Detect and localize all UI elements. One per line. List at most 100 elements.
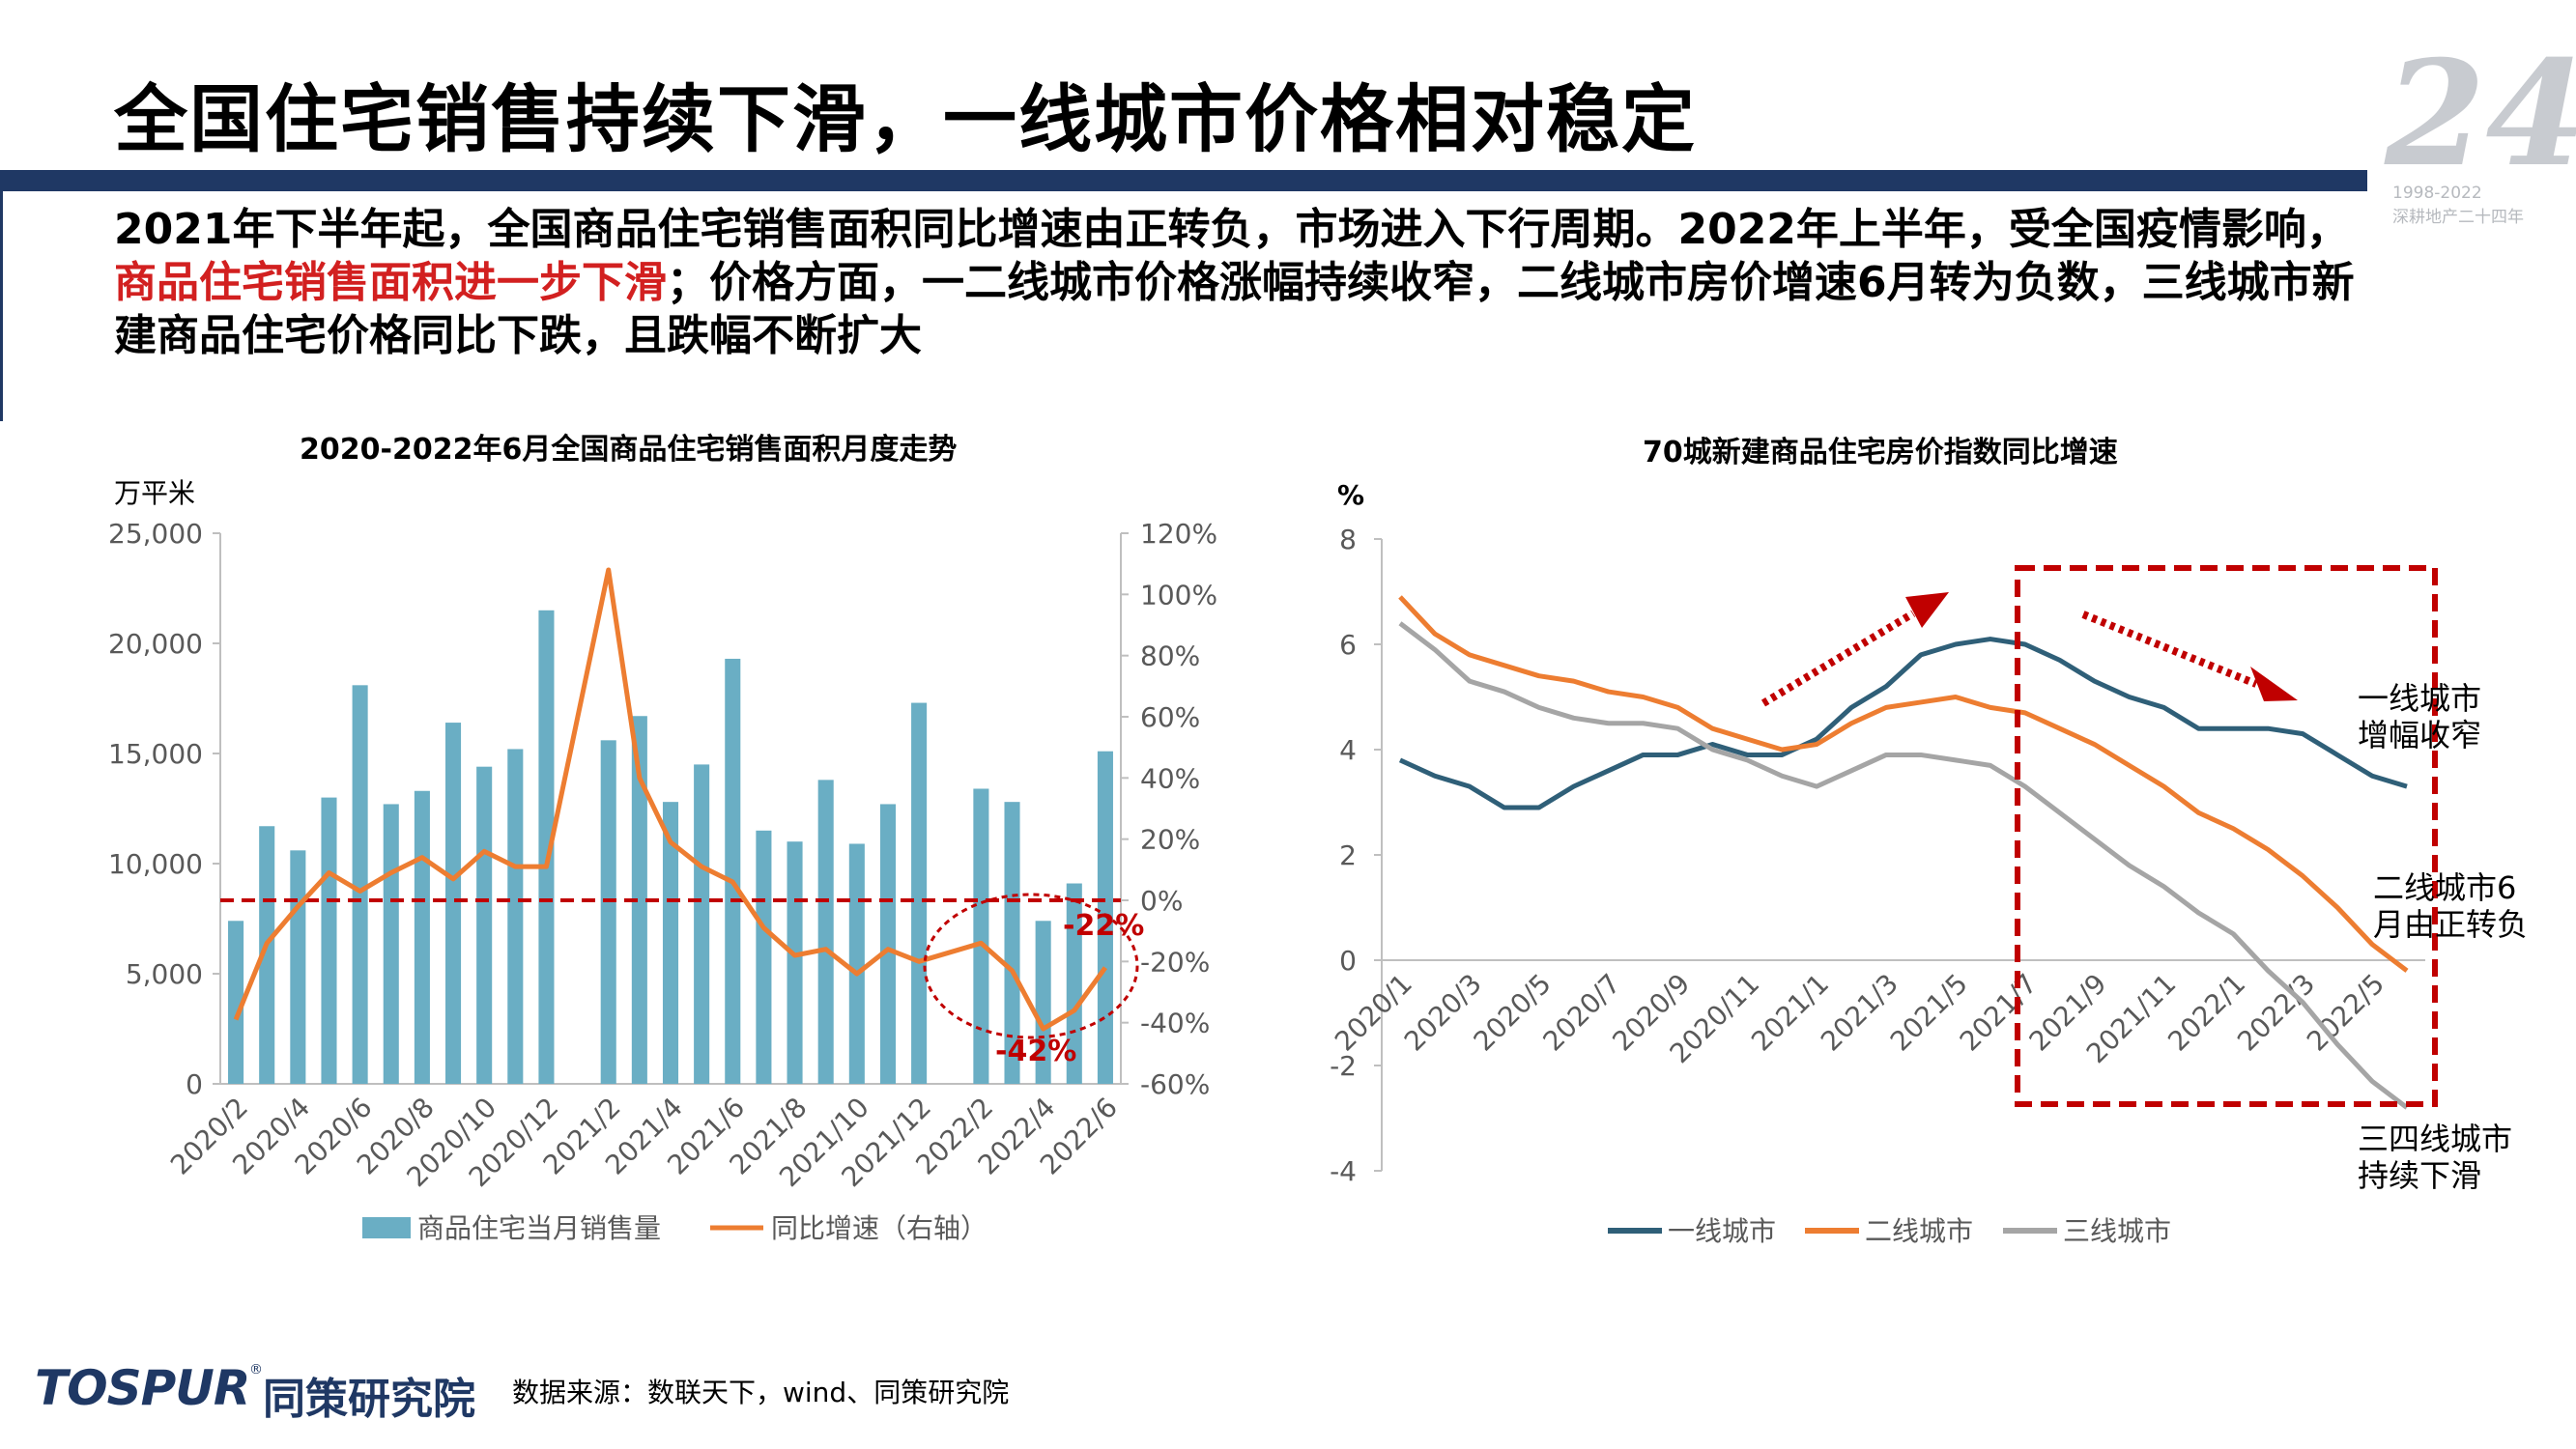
sales-bar: [352, 685, 368, 1084]
sales-bar: [538, 610, 555, 1084]
left-y-tick-label: 10,000: [108, 848, 203, 880]
right-y-tick-label: 40%: [1140, 762, 1200, 794]
price-y-tick-label: 8: [1339, 524, 1357, 555]
left-y-tick-label: 15,000: [108, 738, 203, 770]
price-y-tick-label: 6: [1339, 629, 1357, 661]
sales-bar: [259, 826, 275, 1084]
brand-registered-mark: ®: [249, 1362, 263, 1378]
sales-bar: [600, 740, 616, 1084]
tier3-city-line-legend-label: 三线城市: [2063, 1215, 2171, 1247]
downtrend-arrow-head: [2250, 667, 2298, 701]
uptrend-arrow-shaft: [1760, 610, 1916, 707]
price-x-tick-label: 2021/7: [1954, 968, 2044, 1058]
right-y-tick-label: 0%: [1140, 885, 1183, 917]
sales-bar: [817, 780, 834, 1084]
tier2-city-line-legend-label: 二线城市: [1865, 1215, 1973, 1247]
anniversary-logo: 24 th 1998-2022 深耕地产二十四年: [2385, 29, 2576, 232]
sales-bar: [507, 749, 524, 1084]
left-chart-title: 2020-2022年6月全国商品住宅销售面积月度走势: [300, 433, 958, 467]
right-chart-title: 70城新建商品住宅房价指数同比增速: [1643, 436, 2118, 469]
title-rule: [0, 170, 2367, 191]
tier3-city-line: [1398, 621, 2409, 1110]
sales-bar: [476, 766, 493, 1084]
sales-bar: [321, 797, 337, 1084]
price-y-tick-label: 4: [1339, 734, 1357, 766]
sales-bar: [290, 850, 306, 1084]
price-y-tick-label: 0: [1339, 945, 1357, 977]
price-y-tick-label: -2: [1330, 1050, 1357, 1082]
price-y-tick-label: -4: [1330, 1155, 1357, 1187]
price-x-tick-label: 2020/5: [1468, 968, 1558, 1058]
annotation-latest: -22%: [1063, 909, 1144, 943]
sales-bar: [848, 843, 865, 1084]
left-y-tick-label: 20,000: [108, 628, 203, 660]
logo-subtitle: 深耕地产二十四年: [2392, 208, 2524, 227]
intro-line2: ；价格方面，一二线城市价格涨幅持续收窄，二线城市房价增速6月转为负数，三线城市: [667, 258, 2312, 307]
price-y-tick-label: 2: [1339, 839, 1357, 871]
logo-years: 1998-2022: [2392, 184, 2482, 203]
logo-number: 24: [2385, 29, 2576, 199]
tier1-city-line: [1398, 637, 2408, 810]
brand-logo: TOSPUR: [35, 1360, 250, 1416]
sales-bar: [787, 841, 803, 1084]
sales-bar: [631, 716, 647, 1084]
price-x-tick-label: 2021/5: [1884, 968, 1974, 1058]
sales-bar: [1004, 802, 1020, 1084]
right-y-tick-label: -40%: [1140, 1008, 1210, 1039]
right-y-tick-label: 100%: [1140, 579, 1217, 611]
sales-bar: [445, 723, 462, 1084]
right-y-tick-label: -60%: [1140, 1068, 1210, 1100]
tier1-annotation-line1: 一线城市: [2358, 680, 2481, 717]
growth-rate-line: [233, 567, 1107, 1032]
sales-bar: [911, 702, 928, 1084]
tier3-annotation-line1: 三四线城市: [2358, 1121, 2512, 1157]
right-y-tick-label: 80%: [1140, 640, 1200, 672]
tier2-annotation-line2: 月由正转负: [2373, 906, 2528, 943]
left-y-tick-label: 0: [186, 1068, 203, 1100]
highlight-ellipse: [923, 893, 1139, 1039]
price-x-tick-label: 2020/7: [1537, 968, 1627, 1058]
sales-bar: [1035, 921, 1051, 1084]
sales-bar: [725, 658, 741, 1084]
price-x-tick-label: 2020/3: [1398, 968, 1488, 1058]
price-index-chart: -4-202468%2020/12020/32020/52020/72020/9…: [1329, 479, 2528, 1247]
logo-suffix: th: [2528, 126, 2555, 155]
sales-bar: [383, 804, 399, 1084]
sales-bar: [694, 764, 710, 1084]
left-accent-rule: [0, 191, 3, 421]
intro-line3: 新建商品住宅价格同比下跌，且跌幅不断扩大: [114, 258, 2355, 360]
downturn-highlight-box: [2015, 565, 2438, 1107]
legend-line-label: 同比增速（右轴）: [771, 1212, 987, 1244]
uptrend-arrow-head: [1905, 592, 1949, 628]
legend-bar-swatch: [362, 1217, 411, 1238]
brand-chinese-name: 同策研究院: [263, 1375, 475, 1424]
price-x-tick-label: 2022/1: [2161, 968, 2251, 1058]
page-title: 全国住宅销售持续下滑，一线城市价格相对稳定: [114, 76, 1697, 162]
sales-bar: [1097, 751, 1113, 1084]
legend-bar-label: 商品住宅当月销售量: [417, 1212, 661, 1244]
sales-bar: [662, 802, 679, 1084]
sales-area-chart: 0 5,000 10,000 15,000 20,000 25,000 万平米 -60% -40…: [108, 477, 1217, 1244]
price-x-tick-label: 2021/1: [1745, 968, 1835, 1058]
right-y-tick-label: -20%: [1140, 946, 1210, 978]
sales-bar: [756, 830, 772, 1084]
tier2-city-line: [1398, 595, 2409, 973]
tier3-annotation-line2: 持续下滑: [2358, 1157, 2481, 1194]
intro-paragraph: 2021年下半年起，全国商品住宅销售面积同比增速由正转负，市场进入下行周期。20…: [114, 203, 2356, 362]
tier1-city-line-legend-label: 一线城市: [1668, 1215, 1776, 1247]
right-y-tick-label: 60%: [1140, 701, 1200, 733]
tier1-annotation-line2: 增幅收窄: [2358, 717, 2481, 753]
intro-line1: 2021年下半年起，全国商品住宅销售面积同比增速由正转负，市场进入下行周期。20…: [114, 205, 2349, 254]
left-y-tick-label: 5,000: [126, 958, 203, 990]
sales-bar: [879, 804, 896, 1084]
sales-bar: [414, 790, 430, 1084]
data-source: 数据来源：数联天下，wind、同策研究院: [512, 1377, 1010, 1408]
sales-bar: [228, 921, 244, 1084]
left-y-tick-label: 25,000: [108, 518, 203, 550]
downtrend-arrow-shaft: [2081, 611, 2258, 688]
intro-highlight: 商品住宅销售面积进一步下滑: [114, 258, 667, 307]
price-x-tick-label: 2021/3: [1815, 968, 1904, 1058]
price-x-tick-label: 2020/1: [1329, 968, 1418, 1058]
annotation-low: -42%: [995, 1035, 1076, 1068]
sales-bar: [973, 788, 989, 1084]
